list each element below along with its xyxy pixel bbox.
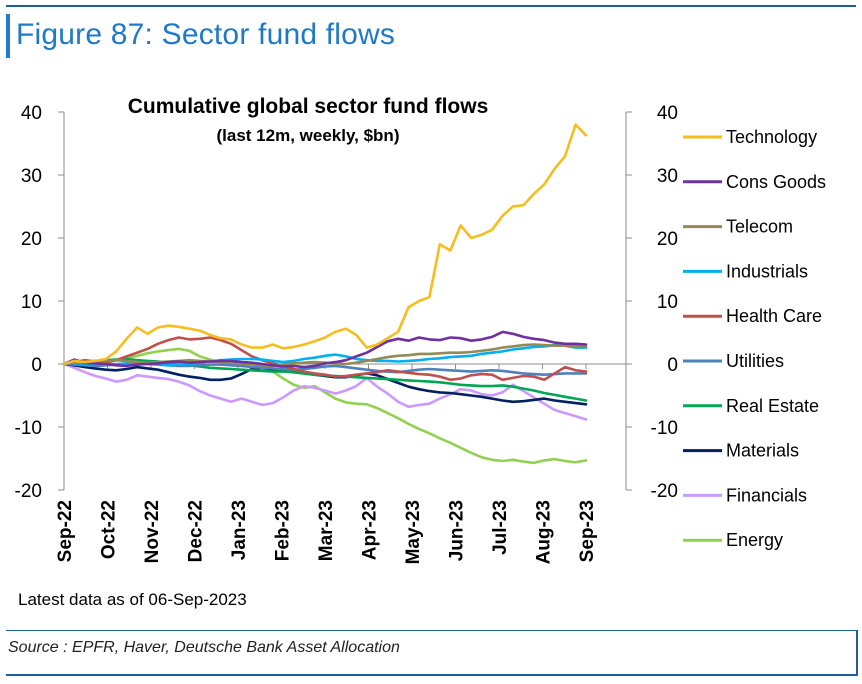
- source-text: Source : EPFR, Haver, Deutsche Bank Asse…: [8, 639, 400, 656]
- x-tick-label: Sep-22: [55, 500, 76, 562]
- legend-label: Utilities: [726, 351, 784, 371]
- legend-label: Energy: [726, 530, 783, 550]
- x-tick-label: Mar-23: [316, 500, 337, 561]
- latest-data-note: Latest data as of 06-Sep-2023: [18, 590, 247, 609]
- y-tick-label-right: 20: [657, 229, 678, 250]
- series-line-materials: [62, 362, 588, 406]
- series-line-health-care: [62, 336, 588, 382]
- series-line-technology: [62, 123, 588, 366]
- y-tick-label-left: 10: [21, 292, 42, 313]
- x-tick-label: Feb-23: [273, 500, 294, 561]
- x-tick-label: Jun-23: [447, 500, 468, 561]
- x-tick-label: Oct-22: [99, 500, 120, 559]
- legend-label: Financials: [726, 485, 807, 505]
- x-tick-label: Apr-23: [360, 500, 381, 560]
- y-tick-label-left: 20: [21, 229, 42, 250]
- chart-subtitle: (last 12m, weekly, $bn): [217, 126, 400, 145]
- legend-label: Real Estate: [726, 396, 819, 416]
- y-tick-label-right: 30: [657, 166, 678, 187]
- series-line-financials: [62, 362, 588, 421]
- x-tick-label: Sep-23: [577, 500, 598, 562]
- chart-lines: [62, 123, 588, 465]
- y-tick-label-left: 30: [21, 166, 42, 187]
- y-tick-label-right: -10: [651, 418, 678, 439]
- figure-title: Figure 87: Sector fund flows: [16, 18, 396, 51]
- chart-axes: 40 40 30 30 20 20 10 10 0 0 -10 -10 -20 -20 Sep-22 Oct-…: [15, 103, 678, 564]
- y-tick-label-left: -20: [15, 481, 42, 502]
- x-tick-label: Nov-22: [142, 500, 163, 563]
- legend-label: Materials: [726, 441, 799, 461]
- bottom-rule-lower: [6, 674, 856, 676]
- y-tick-label-right: -20: [651, 481, 678, 502]
- legend-label: Technology: [726, 127, 817, 147]
- x-tick-label: Dec-22: [186, 500, 207, 562]
- legend-label: Health Care: [726, 306, 822, 326]
- legend-label: Cons Goods: [726, 172, 826, 192]
- x-tick-label: Jan-23: [229, 500, 250, 560]
- x-tick-label: Jul-23: [490, 500, 511, 555]
- series-line-energy: [62, 347, 588, 465]
- y-tick-label-left: 40: [21, 103, 42, 124]
- y-tick-label-right: 40: [657, 103, 678, 124]
- y-tick-label-left: -10: [15, 418, 42, 439]
- y-tick-label-left: 0: [31, 355, 42, 376]
- y-tick-label-right: 10: [657, 292, 678, 313]
- x-tick-label: May-23: [403, 500, 424, 564]
- chart-legend: Technology Cons Goods Telecom Industrials He…: [683, 127, 826, 550]
- series-line-cons-goods: [62, 330, 588, 369]
- bottom-rule: [6, 630, 856, 631]
- legend-label: Telecom: [726, 217, 793, 237]
- y-tick-label-right: 0: [667, 355, 678, 376]
- right-edge-rule: [856, 630, 858, 676]
- top-rule: [6, 5, 856, 7]
- legend-label: Industrials: [726, 261, 808, 281]
- chart-title: Cumulative global sector fund flows: [128, 95, 489, 118]
- figure-title-accent: [6, 14, 10, 58]
- x-tick-label: Aug-23: [534, 500, 555, 564]
